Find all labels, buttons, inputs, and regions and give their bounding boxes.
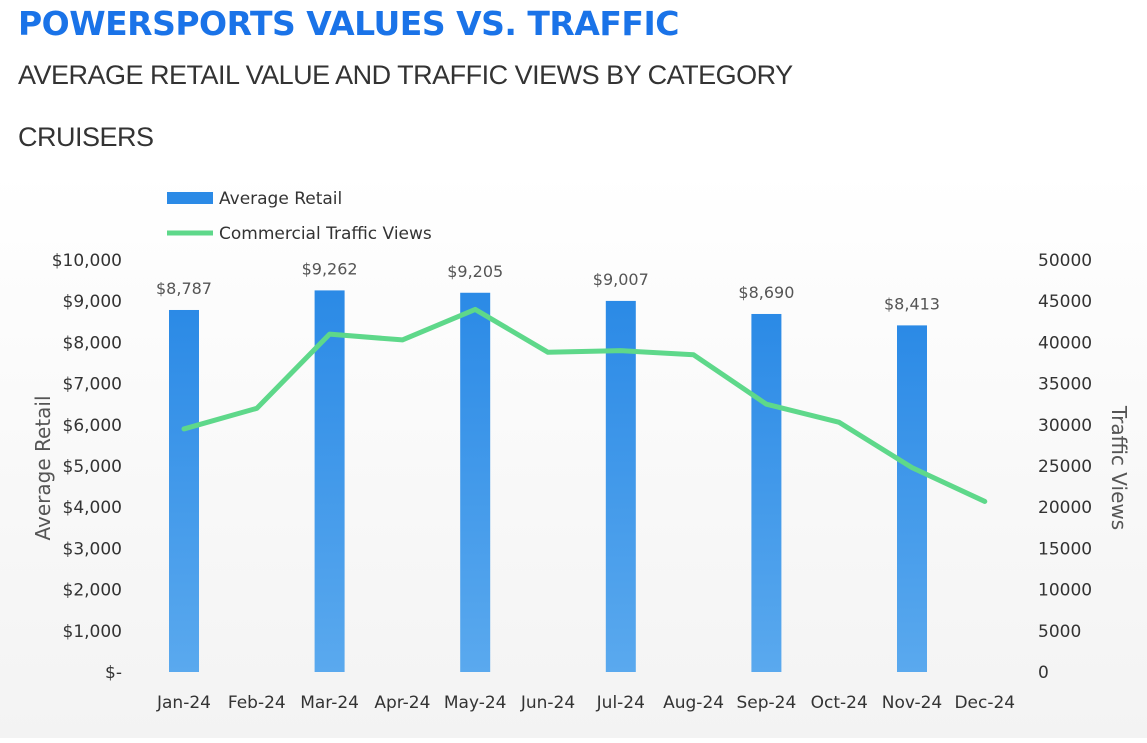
y-axis-right: 0 5000 10000 15000 20000 25000 30000 35000 40000…: [1038, 251, 1092, 683]
x-tick-label: Apr-24: [374, 693, 430, 713]
bar-data-label: $9,205: [447, 262, 503, 281]
y2-tick-label: 5000: [1038, 622, 1081, 642]
legend-label-traffic-views: Commercial Traffic Views: [219, 224, 432, 244]
line-series: [184, 309, 985, 501]
y-axis-title: Average Retail: [31, 396, 55, 541]
bar-data-label: $9,007: [593, 270, 649, 289]
y2-tick-label: 50000: [1038, 251, 1092, 271]
y-tick-label: $3,000: [63, 539, 122, 559]
bar-data-label: $8,787: [156, 279, 212, 298]
bar-data-labels: $8,787 $9,262 $9,205 $9,007 $8,690 $8,413: [156, 259, 940, 313]
y2-tick-label: 35000: [1038, 375, 1092, 395]
bar-may-24: [460, 293, 490, 672]
x-tick-label: Aug-24: [663, 693, 724, 713]
y2-tick-label: 30000: [1038, 416, 1092, 436]
chart-legend: Average Retail Commercial Traffic Views: [167, 189, 432, 244]
traffic-views-line: [184, 309, 985, 501]
bar-nov-24: [897, 325, 927, 672]
y2-tick-label: 40000: [1038, 333, 1092, 353]
legend-swatch-average-retail: [167, 192, 213, 204]
x-tick-label: Nov-24: [882, 693, 943, 713]
y2-tick-label: 15000: [1038, 539, 1092, 559]
y2-tick-label: 10000: [1038, 581, 1092, 601]
y2-axis-title: Traffic Views: [1107, 405, 1131, 530]
page-subtitle: AVERAGE RETAIL VALUE AND TRAFFIC VIEWS B…: [18, 60, 793, 91]
x-tick-label: Sep-24: [736, 693, 796, 713]
bar-data-label: $8,413: [884, 294, 940, 313]
y2-tick-label: 20000: [1038, 498, 1092, 518]
y-tick-label: $8,000: [63, 333, 122, 353]
y-axis-left: $- $1,000 $2,000 $3,000 $4,000 $5,000 $6,000 $7…: [52, 251, 122, 683]
category-label: CRUISERS: [18, 122, 154, 153]
x-tick-label: Jan-24: [156, 693, 211, 713]
x-tick-label: Mar-24: [300, 693, 359, 713]
bar-data-label: $8,690: [738, 283, 794, 302]
page-title: POWERSPORTS VALUES VS. TRAFFIC: [18, 4, 679, 43]
y-tick-label: $4,000: [63, 498, 122, 518]
combo-chart: Average Retail Commercial Traffic Views …: [0, 170, 1147, 738]
y2-tick-label: 45000: [1038, 292, 1092, 312]
chart-container: Average Retail Commercial Traffic Views …: [0, 170, 1147, 738]
bar-series: [169, 290, 927, 672]
y-tick-label: $2,000: [63, 581, 122, 601]
x-axis: Jan-24 Feb-24 Mar-24 Apr-24 May-24 Jun-24 Jul-…: [156, 693, 1015, 713]
y-tick-label: $6,000: [63, 416, 122, 436]
x-tick-label: Jun-24: [520, 693, 575, 713]
legend-label-average-retail: Average Retail: [219, 189, 342, 209]
x-tick-label: Jul-24: [596, 693, 645, 713]
y2-tick-label: 0: [1038, 663, 1049, 683]
bar-data-label: $9,262: [302, 259, 358, 278]
y-tick-label: $1,000: [63, 622, 122, 642]
y-tick-label: $9,000: [63, 292, 122, 312]
bar-sep-24: [751, 314, 781, 672]
x-tick-label: Feb-24: [228, 693, 286, 713]
bar-jul-24: [606, 301, 636, 672]
y-tick-label: $5,000: [63, 457, 122, 477]
y2-tick-label: 25000: [1038, 457, 1092, 477]
y-tick-label: $-: [105, 663, 122, 683]
x-tick-label: May-24: [444, 693, 507, 713]
bar-jan-24: [169, 310, 199, 672]
x-tick-label: Dec-24: [954, 693, 1015, 713]
y-tick-label: $7,000: [63, 375, 122, 395]
y-tick-label: $10,000: [52, 251, 122, 271]
x-tick-label: Oct-24: [811, 693, 868, 713]
